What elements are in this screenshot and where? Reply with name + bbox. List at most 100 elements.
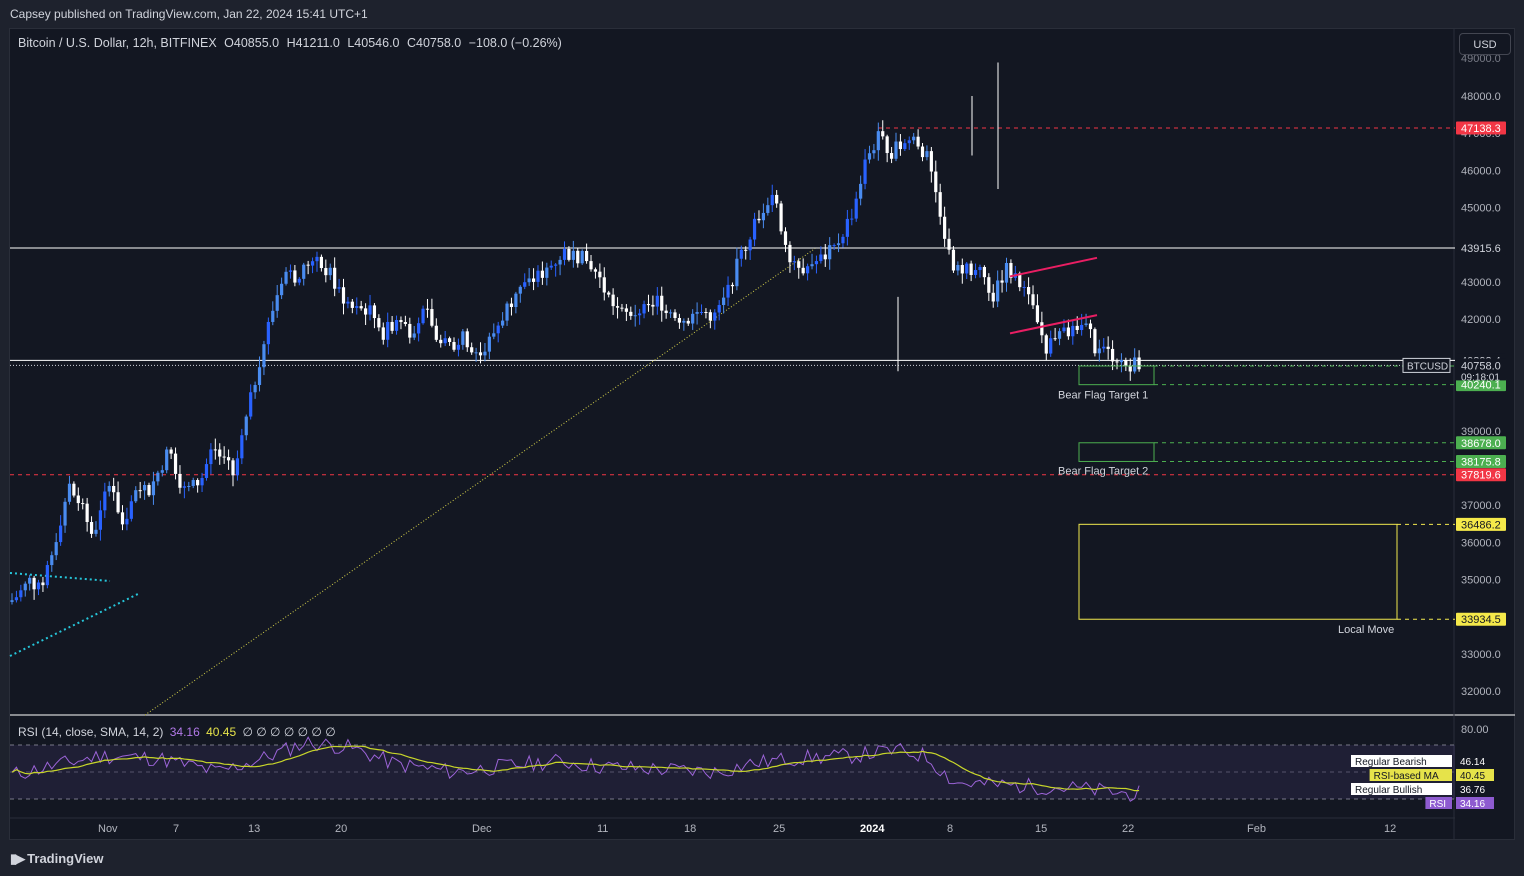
candle-body [23,583,27,591]
candle-body [567,248,571,260]
candle-body [629,311,633,316]
x-tick-label: 2024 [860,823,885,835]
candle-body [965,263,969,274]
candle-body [770,194,774,206]
candle-body [280,283,284,296]
candle-body [956,265,960,271]
candle-body [889,153,894,159]
candle-body [218,449,222,457]
candle-body [1115,361,1119,363]
tradingview-brand: TradingView [27,851,104,866]
y-tick-label: 45000.0 [1461,203,1501,215]
x-tick-label: 7 [173,823,179,835]
candle-body [447,338,452,343]
rsi-tag-value: 36.76 [1460,785,1485,796]
candle-body [257,367,262,386]
candle-body [602,277,606,293]
candle-body [545,267,549,278]
candle-body [474,352,478,354]
candle-body [766,205,770,213]
candle-body [333,267,337,289]
candle-body [1062,327,1066,332]
symbol-title[interactable]: Bitcoin / U.S. Dollar, 12h, BITFINEX [18,36,217,50]
candle-body [430,309,434,326]
local-move-label: Local Move [1338,624,1394,636]
rsi-tag-value-bg [1456,797,1494,809]
candle-body [580,250,584,264]
candle-body [116,492,120,513]
candle-body [633,315,637,317]
candle-body [1000,280,1004,283]
ticker-tag-box [1402,357,1451,373]
candle-body [934,171,938,193]
candle-body [54,542,58,556]
candle-body [165,449,169,471]
rsi-title[interactable]: RSI (14, close, SMA, 14, 2) [18,725,164,739]
candle-body [638,313,642,316]
candle-body [894,141,898,159]
y-tick-label: 43000.0 [1461,277,1501,289]
tradingview-logo: ▮▶ TradingView [10,851,104,867]
candle-body [359,306,363,309]
candle-body [169,449,173,454]
candle-body [1004,262,1009,283]
candle-body [1040,322,1044,336]
candle-body [713,312,717,321]
top-tick-mask [1457,56,1505,62]
candle-body [660,295,664,311]
rsi-tag-value-bg [1456,783,1494,795]
x-tick-label: 13 [248,823,260,835]
y-tick-label: 36000.0 [1461,537,1501,549]
candle-body [1027,287,1031,295]
candle-body [668,312,673,314]
candle-body [810,264,814,267]
candle-body [478,352,483,356]
candle-body [368,305,372,315]
candle-body [819,254,823,262]
candle-body [271,310,275,322]
candle-body [138,490,142,492]
candles [10,120,1141,605]
candle-body [231,460,235,476]
rsi-tag-bg [1369,769,1452,781]
y-tick-label: 33000.0 [1461,649,1501,661]
candle-body [558,259,562,265]
candle-body [615,306,620,308]
candle-body [828,245,832,260]
candle-body [425,308,430,310]
candle-body [381,327,385,340]
candle-body [996,280,1000,302]
candle-body [726,284,730,298]
tradingview-logo-icon: ▮▶ [10,851,25,866]
currency-button[interactable]: USD [1459,33,1511,55]
candle-body [1022,287,1026,289]
rsi-tag-name: RSI-based MA [1374,771,1439,782]
triangle-lower-line [9,592,141,657]
candle-body [779,203,783,232]
rsi-extra: ∅ ∅ ∅ ∅ ∅ ∅ ∅ [242,725,336,739]
candle-body [63,501,67,526]
candle-body [682,320,686,323]
candle-body [434,325,438,340]
candle-body [19,590,23,598]
candle-body [536,270,540,282]
candle-body [907,140,911,144]
candle-body [624,308,628,312]
last-price-bg [1456,358,1506,381]
chart-frame[interactable] [9,28,1515,840]
candle-body [377,318,381,328]
candle-body [540,270,544,278]
candle-body [182,486,186,488]
y-tick-label: 35000.0 [1461,575,1501,587]
candle-body [112,485,116,493]
candle-body [403,322,407,324]
candle-body [226,457,231,461]
candle-body [960,265,964,274]
candle-body [593,269,598,272]
candle-body [845,218,849,237]
rsi-tag-value-bg [1456,755,1494,767]
candle-body [107,485,111,492]
candle-body [739,249,743,259]
candle-body [364,308,368,315]
